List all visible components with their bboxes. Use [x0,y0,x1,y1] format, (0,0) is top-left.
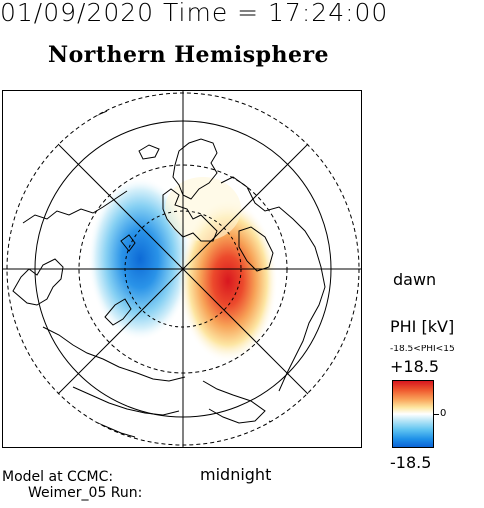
coastline-svalbard [120,234,136,252]
polar-map [3,91,361,447]
coastline-mediterranean [42,110,108,132]
coastline-siberia [42,326,186,382]
polar-map-panel [2,90,362,448]
weak-positive-region [165,177,241,241]
meridian-135 [57,143,309,395]
coastline-japan-sea [92,420,136,438]
coastline-north-america [220,176,326,392]
colorbar-max-label: +18.5 [390,357,440,376]
coastline-russian-far-east [72,386,180,416]
coastlines [12,110,326,438]
footer-run: Weimer_05 Run: [28,485,143,501]
coastline-greenland [172,138,218,200]
coastline-europe [22,190,128,224]
colorbar-zero-tick [434,414,439,415]
coastline-hudson-bay [238,226,274,272]
potential-pattern [88,177,278,363]
coastline-aleutians [268,420,294,430]
negative-potential-lobe [88,177,192,341]
header-datetime: 01/09/2020 Time = 17:24:00 [0,0,389,27]
coastline-alaska [202,380,266,424]
colorbar-min-label: -18.5 [390,453,432,472]
coastline-canadian-arctic [162,188,218,242]
coastline-scandinavia [12,258,64,306]
coastline-iceland [138,144,160,160]
longitude-grid [3,91,361,447]
dawn-label: dawn [393,270,437,289]
coastline-novaya-zemlya [104,298,132,326]
colorbar-zero-label: 0 [440,408,447,419]
colorbar-range: -18.5<PHI<15 [390,345,455,354]
footer-model: Model at CCMC: [2,469,114,485]
colorbar-title: PHI [kV] [390,317,455,336]
midnight-label: midnight [200,465,272,484]
page-title: Northern Hemisphere [48,42,330,68]
colorbar [392,380,434,448]
